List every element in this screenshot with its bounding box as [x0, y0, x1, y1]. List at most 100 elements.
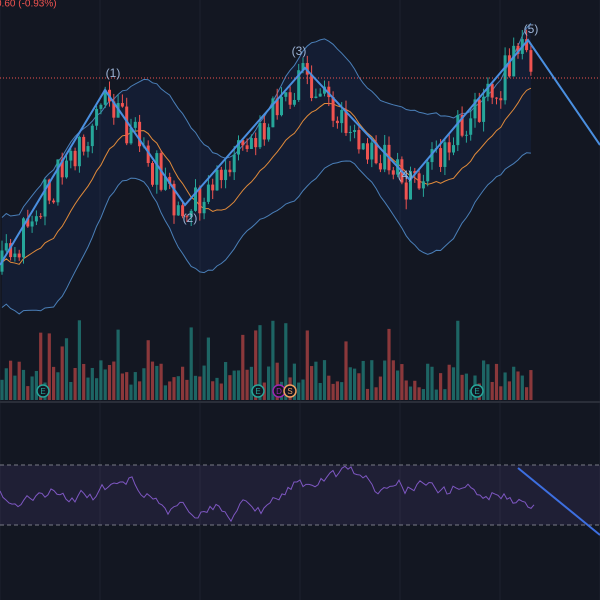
candle-body: [82, 136, 86, 152]
candle-body: [125, 106, 129, 144]
candle-body: [495, 97, 498, 99]
candle-body: [245, 145, 249, 149]
volume-bar: [0, 379, 4, 400]
candle-body: [404, 182, 408, 200]
volume-bar: [374, 387, 378, 400]
candle-body: [228, 169, 232, 173]
volume-bar: [34, 370, 38, 400]
volume-bar: [456, 320, 460, 400]
volume-bar: [185, 379, 189, 400]
volume-bar: [4, 368, 8, 400]
candle-body: [310, 74, 314, 99]
volume-bar: [426, 363, 430, 400]
volume-bar: [202, 365, 206, 400]
volume-bar: [267, 366, 271, 400]
volume-bar: [529, 370, 533, 400]
candle-body: [249, 138, 253, 149]
volume-bar: [17, 361, 21, 400]
volume-bar: [129, 384, 133, 400]
volume-bar: [163, 385, 167, 400]
volume-bar: [103, 369, 107, 400]
volume-bar: [181, 366, 185, 400]
candle-body: [430, 149, 434, 163]
volume-bar: [507, 381, 511, 400]
volume-bar: [344, 341, 348, 400]
volume-bar: [95, 378, 99, 400]
volume-bar: [417, 387, 421, 400]
event-marker[interactable]: [470, 384, 484, 398]
volume-bar: [361, 360, 365, 400]
candle-body: [529, 50, 533, 72]
candle-body: [112, 101, 116, 118]
candle-body: [464, 134, 468, 136]
volume-bar: [193, 375, 198, 400]
candle-body: [374, 142, 378, 164]
candle-body: [507, 55, 511, 77]
volume-bar: [142, 368, 146, 400]
volume-bar: [284, 323, 288, 400]
volume-bar: [516, 371, 520, 400]
candle-body: [305, 63, 309, 75]
candle-body: [202, 201, 206, 214]
candle-body: [439, 148, 443, 167]
candle-body: [17, 253, 21, 258]
candle-body: [490, 83, 494, 98]
candle-body: [288, 92, 292, 105]
volume-bar: [430, 366, 434, 400]
candle-body: [103, 89, 107, 105]
event-marker-label: S: [287, 387, 292, 396]
candle-body: [275, 98, 279, 116]
candle-body: [327, 86, 331, 98]
volume-bar: [318, 382, 322, 400]
volume-bar: [310, 366, 314, 400]
volume-bar: [69, 381, 73, 400]
volume-bar: [159, 363, 163, 400]
candle-body: [30, 221, 34, 227]
candle-body: [181, 205, 185, 217]
volume-bar: [155, 365, 159, 400]
band-lower: [1, 152, 531, 315]
candle-body: [52, 200, 56, 203]
volume-bar: [146, 340, 150, 400]
volume-bar: [460, 374, 464, 400]
candle-body: [525, 39, 529, 51]
candle-body: [211, 184, 215, 191]
volume-bar: [236, 370, 241, 400]
rsi-line: [0, 465, 535, 523]
candle-body: [366, 143, 369, 160]
volume-bar: [211, 381, 215, 400]
candle-body: [482, 96, 486, 122]
volume-bar: [353, 368, 357, 400]
candle-body: [189, 210, 193, 218]
volume-bar: [439, 373, 443, 400]
moving-average: [1, 87, 532, 265]
volume-bar: [503, 372, 507, 400]
event-marker[interactable]: [36, 384, 50, 398]
volume-bar: [125, 372, 129, 400]
candle-body: [370, 142, 374, 160]
volume-bar: [404, 380, 408, 400]
event-marker[interactable]: [251, 384, 265, 398]
volume-bar: [77, 320, 81, 400]
candle-body: [4, 243, 8, 251]
volume-bar: [64, 338, 69, 400]
candle-body: [163, 176, 167, 190]
candle-body: [460, 114, 464, 136]
volume-bar: [30, 376, 34, 400]
volume-bar: [224, 362, 228, 400]
candle-body: [43, 179, 47, 217]
candle-body: [426, 162, 430, 182]
event-marker[interactable]: [283, 384, 297, 398]
volume-bar: [9, 360, 13, 400]
rsi-trendline: [517, 467, 600, 536]
candle-body: [95, 108, 99, 126]
volume-bar: [365, 388, 370, 400]
candle-body: [456, 114, 460, 146]
volume-bar: [107, 365, 112, 400]
volume-bar: [443, 389, 447, 400]
candle-body: [421, 181, 425, 189]
candle-body: [469, 118, 473, 135]
volume-bar: [90, 367, 94, 400]
event-markers: E E D S E: [36, 384, 484, 398]
candles: [0, 29, 533, 275]
